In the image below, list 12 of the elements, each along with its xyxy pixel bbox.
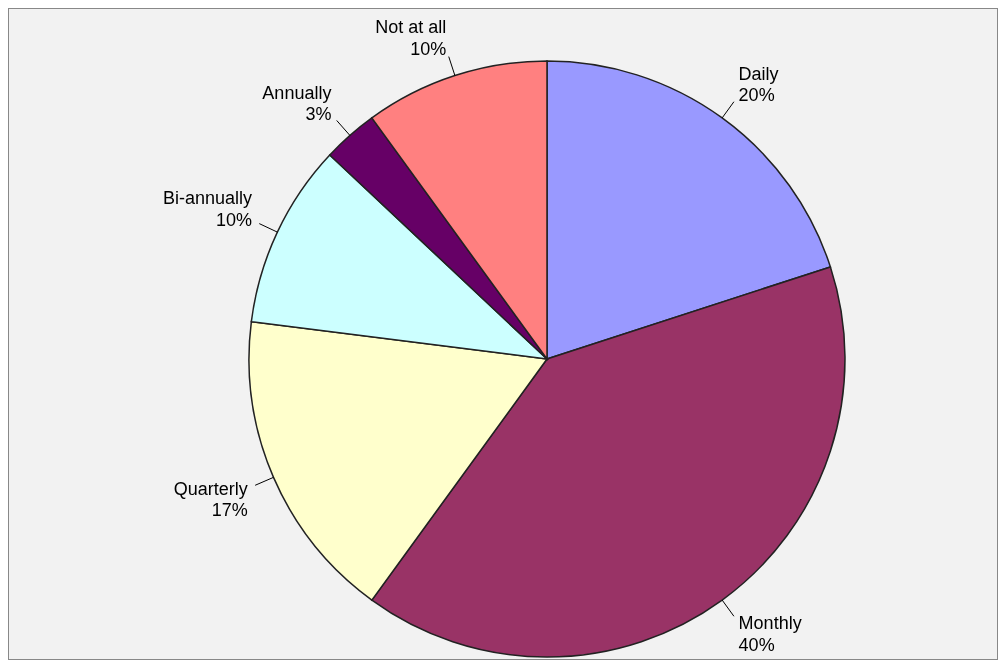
slice-label: Daily	[738, 63, 779, 84]
data-label: 10%	[216, 210, 253, 231]
data-label: 17%	[211, 500, 248, 521]
slice-label: Monthly	[738, 613, 802, 634]
data-label: 40%	[738, 634, 775, 655]
slice-label: Quarterly	[173, 478, 248, 499]
data-label: 20%	[738, 85, 775, 106]
data-label: 10%	[410, 38, 447, 59]
slice-label: Not at all	[375, 17, 447, 38]
data-label: 3%	[305, 104, 332, 125]
slice-label: Annually	[262, 82, 332, 103]
slice-label: Bi-annually	[162, 188, 253, 209]
